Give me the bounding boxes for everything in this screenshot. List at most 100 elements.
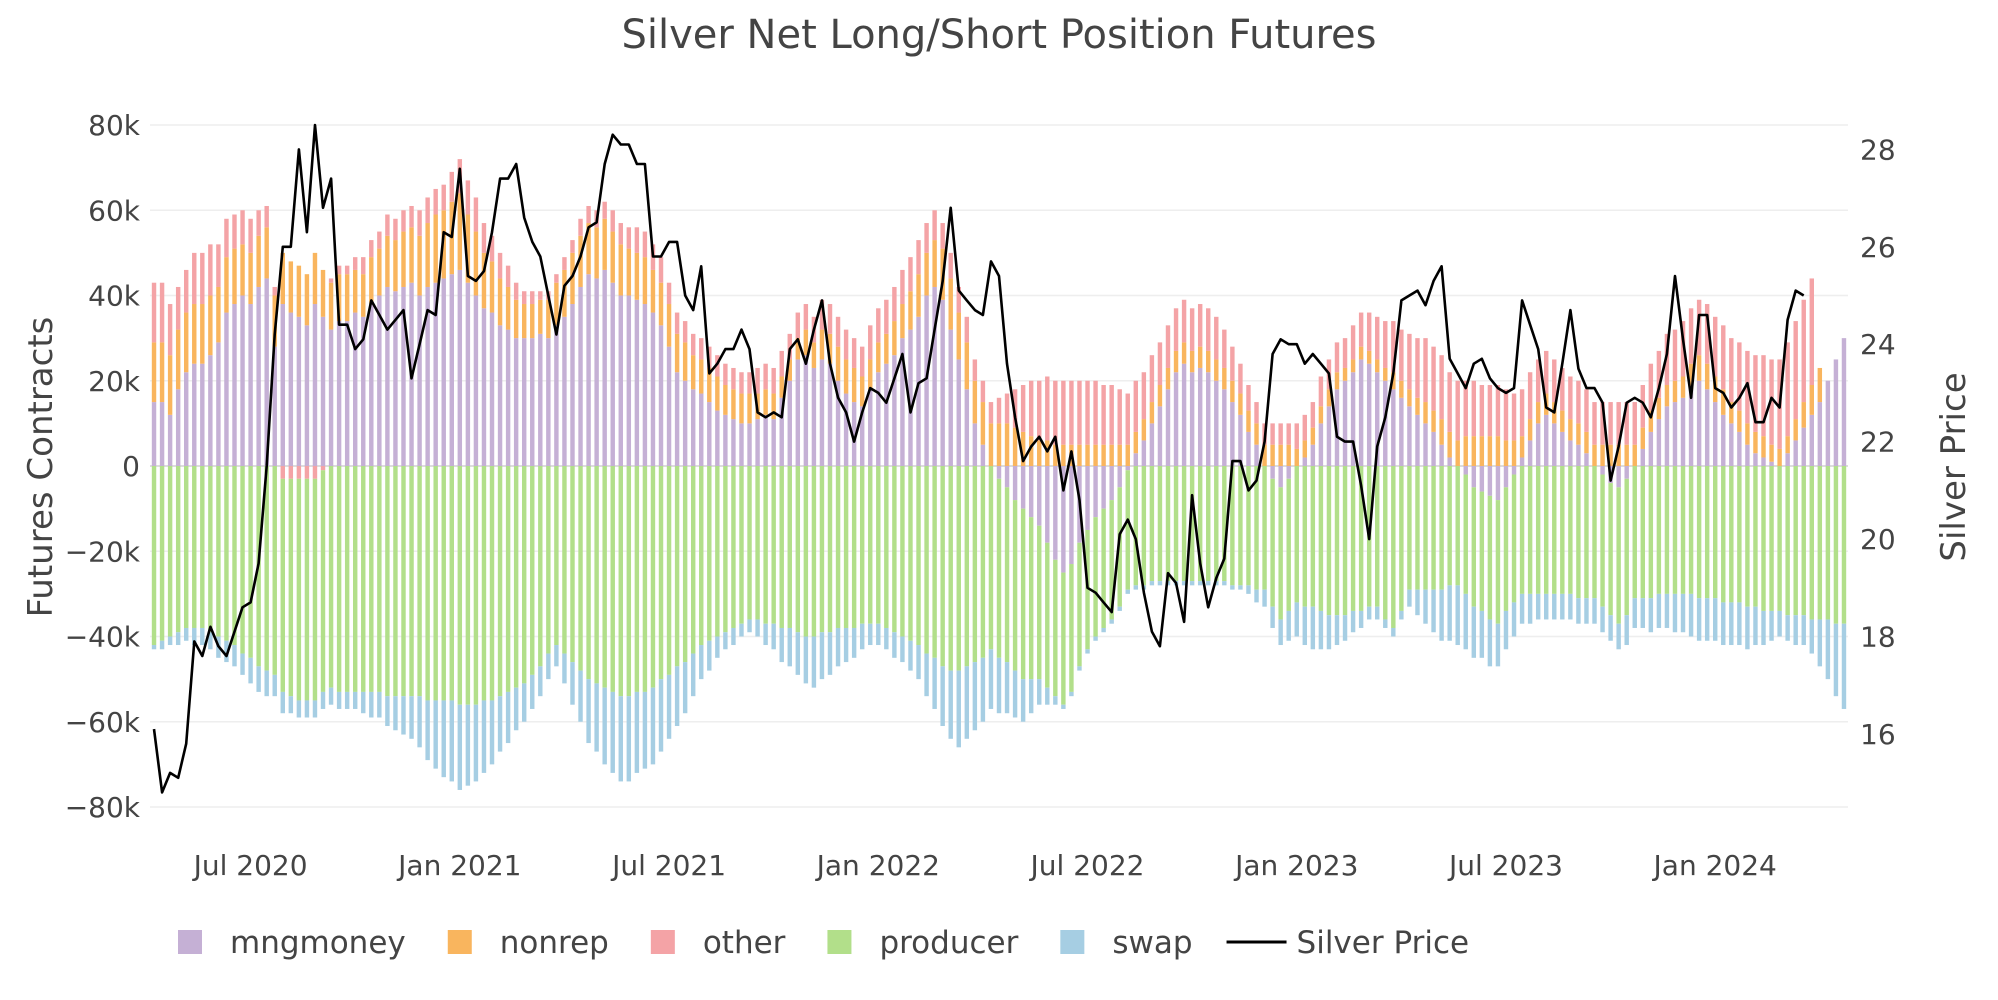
bar-other (288, 466, 294, 479)
bar-mngmoney (1206, 372, 1211, 466)
bar-producer (779, 466, 784, 628)
bar-mngmoney (1560, 431, 1565, 466)
bar-other (336, 265, 342, 275)
bar-producer (441, 466, 446, 701)
legend-item-nonrep[interactable]: nonrep (447, 925, 609, 961)
bar-nonrep (1141, 419, 1147, 441)
legend-item-other[interactable]: other (650, 925, 786, 961)
bar-mngmoney (296, 316, 302, 466)
legend-item-silver-price[interactable]: Silver Price (1226, 925, 1470, 961)
bar-nonrep (586, 223, 591, 275)
bar-producer (1696, 466, 1702, 599)
bar-swap (1222, 581, 1227, 586)
bar-other (1447, 372, 1452, 432)
bar-mngmoney (940, 299, 945, 466)
bar-nonrep (1640, 427, 1646, 449)
bar-mngmoney (216, 342, 221, 466)
bar-producer (401, 466, 406, 697)
bar-nonrep (1037, 440, 1042, 466)
bar-producer (650, 466, 656, 688)
legend-swatch (1060, 930, 1085, 954)
bar-mngmoney (1737, 431, 1742, 466)
bar-nonrep (851, 367, 857, 403)
bar-swap (1809, 619, 1814, 654)
bar-producer (578, 466, 583, 671)
bar-swap (868, 623, 873, 646)
bar-other (465, 180, 471, 215)
bar-producer (1326, 466, 1332, 616)
bar-nonrep (674, 333, 680, 373)
legend-item-producer[interactable]: producer (827, 925, 1019, 961)
bar-swap (1753, 606, 1758, 646)
bar-swap (731, 627, 736, 646)
bar-mngmoney (377, 295, 382, 466)
bar-swap (1495, 623, 1501, 667)
bar-producer (1817, 466, 1823, 620)
bar-producer (1624, 478, 1629, 616)
bar-swap (159, 640, 165, 650)
bar-swap (344, 691, 350, 709)
bar-swap (1101, 627, 1106, 633)
bar-swap (795, 632, 801, 675)
bar-nonrep (1085, 444, 1090, 466)
legend-label: swap (1112, 925, 1192, 961)
legend-item-mngmoney[interactable]: mngmoney (178, 925, 406, 961)
bar-nonrep (908, 291, 913, 330)
x-tick-label: Jan 2023 (1233, 849, 1358, 882)
bar-producer (884, 466, 889, 628)
bar-nonrep (1519, 436, 1525, 458)
bar-mngmoney (1495, 466, 1501, 501)
bar-nonrep (1817, 367, 1823, 403)
bar-mngmoney (1511, 466, 1517, 475)
bar-mngmoney (1841, 338, 1847, 466)
bar-nonrep (425, 223, 430, 287)
bar-producer (690, 466, 696, 654)
bar-mngmoney (465, 282, 471, 466)
bar-nonrep (344, 274, 350, 322)
bar-nonrep (1028, 436, 1034, 466)
bar-producer (409, 466, 414, 697)
bar-producer (1045, 542, 1050, 688)
bar-mngmoney (1487, 466, 1493, 496)
bar-swap (988, 649, 994, 709)
bar-other (1688, 308, 1694, 364)
bar-mngmoney (417, 295, 422, 466)
bar-other (1552, 359, 1557, 403)
y-axis-ticks: 80k 60k 40k 20k 0 −20k −40k −60k −80k (65, 109, 141, 824)
bar-mngmoney (200, 363, 205, 466)
bar-swap (530, 674, 535, 709)
bar-nonrep (1696, 355, 1702, 381)
bar-mngmoney (1399, 397, 1404, 466)
bar-mngmoney (634, 299, 640, 466)
bar-swap (1664, 593, 1670, 628)
bar-other (159, 282, 165, 343)
bar-other (1495, 385, 1501, 437)
bar-mngmoney (594, 278, 599, 466)
bar-other (328, 278, 334, 283)
bar-mngmoney (1568, 440, 1573, 466)
bar-nonrep (1045, 440, 1050, 466)
bar-producer (304, 478, 310, 701)
bar-swap (1761, 610, 1766, 646)
legend-item-swap[interactable]: swap (1060, 925, 1193, 961)
bar-mngmoney (876, 372, 881, 466)
bar-producer (1423, 466, 1428, 590)
bar-other (1053, 380, 1058, 445)
bar-other (1737, 342, 1742, 411)
bar-other (586, 205, 591, 224)
bar-producer (1020, 508, 1026, 680)
bar-mngmoney (1157, 406, 1163, 466)
bar-mngmoney (908, 329, 913, 466)
bar-nonrep (409, 227, 414, 283)
bar-swap (1366, 606, 1372, 620)
bar-producer (594, 466, 599, 684)
bar-swap (1214, 581, 1219, 586)
bar-producer (868, 466, 873, 624)
bar-mngmoney (892, 355, 897, 466)
bar-other (1399, 329, 1404, 381)
x-tick-label: Jan 2022 (815, 849, 940, 882)
bar-nonrep (932, 240, 937, 287)
bar-mngmoney (715, 410, 720, 466)
bar-mngmoney (642, 304, 648, 466)
bar-producer (320, 470, 326, 692)
